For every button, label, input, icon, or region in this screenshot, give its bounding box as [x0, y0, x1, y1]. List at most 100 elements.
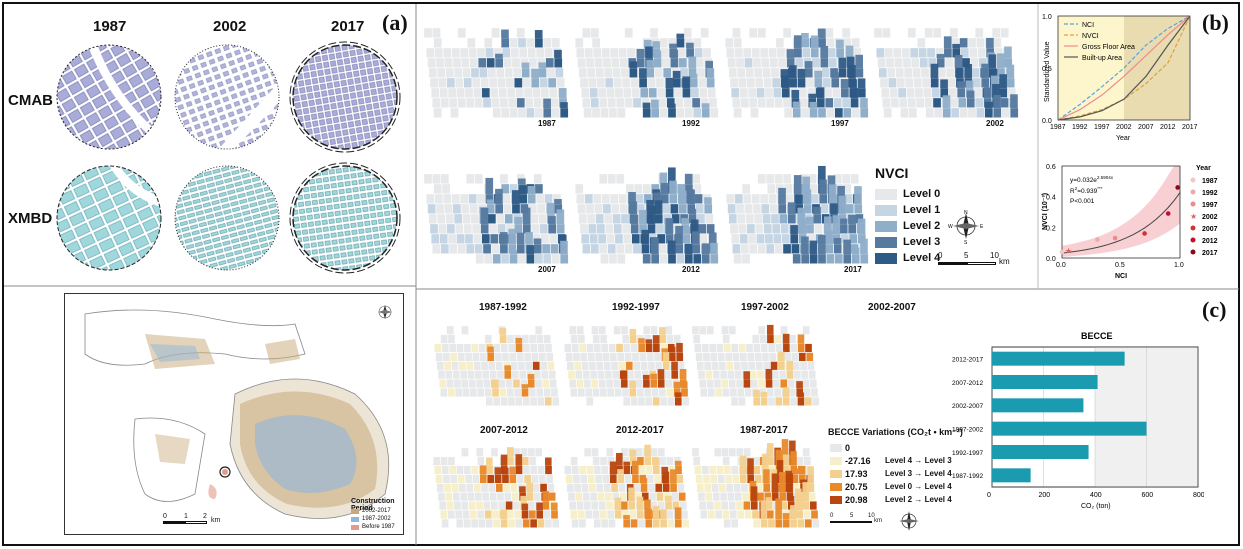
- map-cell: [509, 253, 518, 264]
- map-column: [681, 218, 689, 224]
- map-cell: [733, 483, 741, 493]
- map-cell: [713, 501, 722, 510]
- map-column: [845, 45, 854, 58]
- r-squared-sup: 2: [1075, 186, 1078, 191]
- map-cell: [631, 233, 641, 244]
- map-cell: [894, 57, 903, 68]
- map-column: [662, 471, 670, 484]
- map-cell: [436, 361, 444, 371]
- map-cell: [774, 243, 783, 254]
- period-1987-2017: 1987-2017: [740, 425, 788, 436]
- map-cell: [696, 213, 706, 224]
- map-column: [542, 491, 550, 502]
- map-cell: [466, 97, 475, 108]
- map-column: [653, 192, 662, 204]
- map-column: [792, 101, 801, 108]
- map-cell: [468, 379, 476, 388]
- map-cell: [590, 27, 600, 38]
- map-cell: [542, 379, 550, 388]
- map-cell: [555, 67, 564, 78]
- scatter-legend-label: 2012: [1202, 238, 1218, 245]
- map-cell: [620, 501, 628, 510]
- map-cell: [444, 361, 452, 371]
- map-cell: [825, 27, 834, 38]
- map-cell: [473, 361, 481, 371]
- map-year-2012: 2012: [682, 265, 700, 274]
- map-cell: [825, 97, 834, 108]
- map-column: [495, 188, 503, 204]
- map-cell: [673, 334, 681, 344]
- map-cell: [480, 77, 489, 88]
- map-cell: [456, 518, 464, 528]
- map-cell: [753, 518, 761, 528]
- map-cell: [860, 253, 869, 264]
- map-cell: [462, 510, 470, 519]
- map-column: [818, 28, 826, 38]
- map-cell: [433, 456, 441, 466]
- map-cell: [576, 193, 585, 204]
- map-cell: [680, 388, 689, 397]
- fit-equation: y=0.032e2.5904x: [1070, 175, 1114, 184]
- map-column: [839, 218, 848, 224]
- map-cell: [620, 67, 630, 78]
- map-column: [521, 384, 529, 389]
- map-cell: [699, 87, 708, 98]
- map-column: [802, 176, 810, 194]
- map-cell: [487, 352, 495, 362]
- map-cell: [599, 173, 608, 184]
- map-column: [673, 381, 681, 389]
- map-cell: [582, 492, 590, 502]
- map-cell: [543, 107, 552, 118]
- map-cell: [472, 77, 481, 88]
- map-cell: [463, 465, 472, 475]
- map-cell: [599, 388, 608, 397]
- map-cell: [544, 193, 553, 204]
- map-column: [848, 65, 856, 78]
- map-cell: [814, 77, 823, 88]
- map-cell: [678, 57, 688, 68]
- map-cell: [585, 57, 595, 68]
- map-cell: [920, 67, 930, 78]
- map-cell: [772, 379, 781, 388]
- map-column: [753, 390, 760, 398]
- map-cell: [782, 27, 792, 38]
- map-year-2007: 2007: [538, 265, 556, 274]
- map-cell: [722, 334, 730, 344]
- map-cell: [716, 343, 724, 353]
- map-cell: [547, 361, 555, 371]
- map-cell: [475, 379, 484, 388]
- map-cell: [1010, 107, 1019, 118]
- map-cell: [653, 474, 662, 484]
- map-cell: [851, 107, 860, 118]
- map-cell: [805, 223, 815, 234]
- map-cell: [745, 213, 754, 224]
- map-column: [782, 454, 790, 466]
- map-cell: [753, 67, 763, 78]
- map-cell: [802, 325, 810, 335]
- map-cell: [456, 87, 465, 98]
- map-column: [650, 373, 657, 380]
- becce-map-1987-2017: [691, 439, 820, 528]
- series-line-nci: [1057, 15, 1191, 121]
- map-cell: [697, 370, 706, 380]
- map-cell: [766, 334, 775, 344]
- map-cell: [535, 325, 543, 335]
- map-column: [629, 328, 637, 335]
- map-cell: [803, 456, 811, 466]
- map-cell: [652, 465, 661, 475]
- map-cell: [581, 483, 589, 493]
- map-cell: [639, 352, 647, 362]
- nvci-scale-0: 0: [938, 251, 943, 260]
- map-column: [628, 487, 635, 502]
- map-cell: [691, 97, 701, 108]
- map-cell: [617, 352, 625, 362]
- map-cell: [595, 213, 604, 224]
- map-cell: [682, 233, 691, 244]
- map-cell: [702, 47, 712, 58]
- map-cell: [810, 510, 819, 519]
- period-1987-1992: 1987-1992: [479, 302, 527, 313]
- map-cell: [676, 37, 685, 48]
- map-column: [809, 240, 818, 254]
- map-cell: [804, 518, 812, 528]
- map-cell: [658, 334, 667, 344]
